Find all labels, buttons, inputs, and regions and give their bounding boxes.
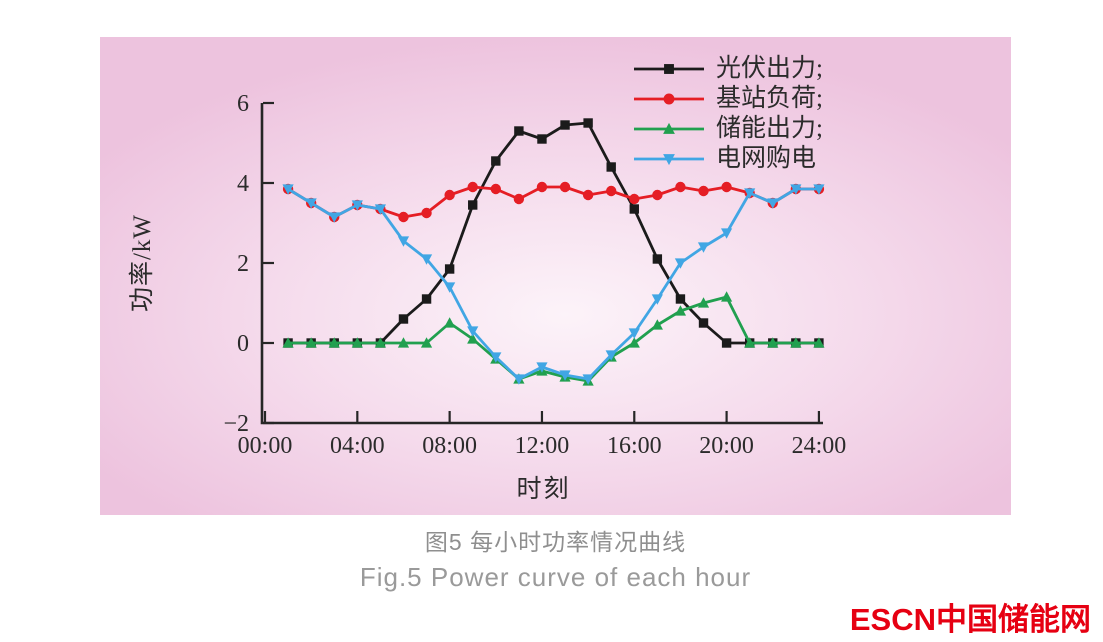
legend-item-storage: 储能出力; [632, 114, 823, 144]
axes: −2 0 2 4 6 00:00 04:00 08:00 12:00 16:00 20:00 24:0… [223, 91, 846, 459]
series-grid [282, 184, 825, 385]
y-axis-label: 功率/kW [129, 213, 156, 313]
figure-caption-en: Fig.5 Power curve of each hour [359, 562, 752, 592]
grid-line-marker-icon [634, 154, 704, 166]
legend-label-storage: 储能出力; [716, 115, 823, 142]
power-curve-chart: −2 0 2 4 6 00:00 04:00 08:00 12:00 16:00 20:00 24:0… [223, 91, 846, 459]
storage-line-marker-icon [634, 122, 704, 134]
pv-line-marker-icon [634, 64, 704, 74]
series-storage-line [288, 295, 819, 383]
y-tick-label: 2 [237, 251, 249, 277]
chart-panel: −2 0 2 4 6 00:00 04:00 08:00 12:00 16:00 20:00 24:0… [100, 37, 1011, 515]
load-line-marker-icon [634, 93, 704, 105]
x-tick-label: 04:00 [330, 433, 385, 459]
escn-logo: ESCN中国储能网 [849, 602, 1091, 637]
y-tick-label: 0 [237, 331, 249, 357]
legend-label-pv: 光伏出力; [716, 55, 823, 82]
legend-item-pv: 光伏出力; [632, 54, 823, 84]
series-grid-line [287, 187, 819, 381]
x-tick-label: 12:00 [515, 433, 570, 459]
x-tick-label: 16:00 [607, 433, 662, 459]
x-axis-label: 时刻 [516, 476, 571, 503]
figure-caption-zh: 图5 每小时功率情况曲线 [424, 529, 687, 555]
x-tick-label: 08:00 [422, 433, 477, 459]
x-tick-label: 20:00 [699, 433, 754, 459]
y-tick-label: −2 [223, 411, 249, 437]
y-tick-label: 6 [237, 91, 249, 117]
legend-label-load: 基站负荷; [716, 85, 823, 112]
x-tick-label: 24:00 [792, 433, 847, 459]
legend-item-load: 基站负荷; [632, 84, 823, 114]
chart-legend: 光伏出力; 基站负荷; 储能出力; 电网购电 [632, 54, 823, 174]
legend-label-grid: 电网购电 [716, 145, 817, 172]
y-tick-label: 4 [237, 171, 249, 197]
legend-item-grid: 电网购电 [632, 144, 823, 174]
x-tick-label: 00:00 [238, 433, 293, 459]
